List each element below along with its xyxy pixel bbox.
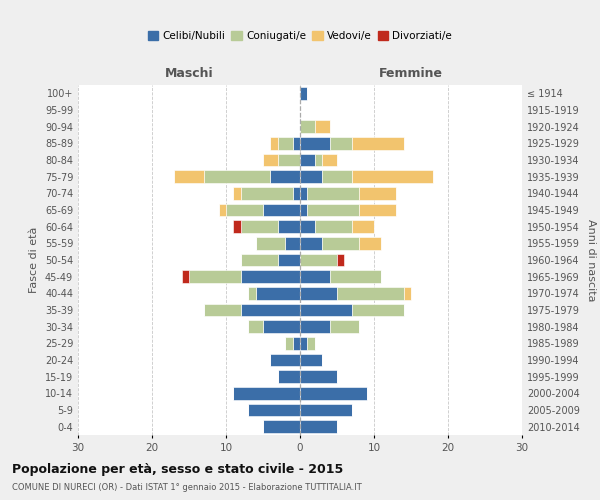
Bar: [204, 170, 271, 183]
Bar: [300, 87, 307, 100]
Bar: [278, 137, 293, 149]
Bar: [300, 170, 322, 183]
Bar: [352, 220, 374, 233]
Legend: Celibi/Nubili, Coniugati/e, Vedovi/e, Divorziati/e: Celibi/Nubili, Coniugati/e, Vedovi/e, Di…: [143, 27, 457, 46]
Bar: [233, 387, 300, 400]
Bar: [300, 120, 315, 133]
Bar: [300, 154, 315, 166]
Bar: [241, 220, 278, 233]
Bar: [241, 187, 293, 200]
Bar: [300, 220, 315, 233]
Bar: [404, 287, 411, 300]
Bar: [329, 320, 359, 333]
Bar: [182, 270, 189, 283]
Bar: [293, 187, 300, 200]
Bar: [256, 287, 300, 300]
Bar: [307, 187, 359, 200]
Bar: [263, 154, 278, 166]
Bar: [300, 354, 322, 366]
Bar: [300, 254, 337, 266]
Bar: [278, 370, 300, 383]
Text: Maschi: Maschi: [164, 67, 214, 80]
Bar: [285, 337, 293, 349]
Bar: [278, 220, 300, 233]
Bar: [271, 354, 300, 366]
Y-axis label: Anni di nascita: Anni di nascita: [586, 219, 596, 301]
Bar: [241, 254, 278, 266]
Bar: [300, 404, 352, 416]
Bar: [307, 204, 359, 216]
Bar: [352, 137, 404, 149]
Bar: [359, 237, 382, 250]
Bar: [359, 187, 396, 200]
Bar: [329, 137, 352, 149]
Bar: [315, 120, 329, 133]
Bar: [300, 304, 352, 316]
Bar: [352, 304, 404, 316]
Bar: [233, 220, 241, 233]
Bar: [293, 137, 300, 149]
Y-axis label: Fasce di età: Fasce di età: [29, 227, 39, 293]
Bar: [322, 154, 337, 166]
Bar: [300, 187, 307, 200]
Bar: [218, 204, 226, 216]
Bar: [271, 137, 278, 149]
Bar: [278, 254, 300, 266]
Bar: [315, 220, 352, 233]
Bar: [359, 204, 396, 216]
Bar: [285, 237, 300, 250]
Bar: [263, 204, 300, 216]
Bar: [315, 154, 322, 166]
Bar: [248, 320, 263, 333]
Bar: [174, 170, 204, 183]
Bar: [300, 137, 329, 149]
Text: Popolazione per età, sesso e stato civile - 2015: Popolazione per età, sesso e stato civil…: [12, 462, 343, 475]
Bar: [271, 170, 300, 183]
Bar: [322, 237, 359, 250]
Bar: [307, 337, 315, 349]
Bar: [300, 287, 337, 300]
Bar: [300, 320, 329, 333]
Bar: [256, 237, 285, 250]
Bar: [278, 154, 300, 166]
Bar: [233, 187, 241, 200]
Bar: [300, 387, 367, 400]
Bar: [300, 420, 337, 433]
Bar: [293, 337, 300, 349]
Bar: [189, 270, 241, 283]
Bar: [248, 287, 256, 300]
Bar: [300, 237, 322, 250]
Bar: [263, 320, 300, 333]
Text: Femmine: Femmine: [379, 67, 443, 80]
Bar: [226, 204, 263, 216]
Bar: [300, 370, 337, 383]
Bar: [352, 170, 433, 183]
Bar: [263, 420, 300, 433]
Text: COMUNE DI NURECI (OR) - Dati ISTAT 1° gennaio 2015 - Elaborazione TUTTITALIA.IT: COMUNE DI NURECI (OR) - Dati ISTAT 1° ge…: [12, 482, 362, 492]
Bar: [204, 304, 241, 316]
Bar: [300, 337, 307, 349]
Bar: [329, 270, 382, 283]
Bar: [241, 304, 300, 316]
Bar: [300, 204, 307, 216]
Bar: [322, 170, 352, 183]
Bar: [248, 404, 300, 416]
Bar: [337, 254, 344, 266]
Bar: [241, 270, 300, 283]
Bar: [300, 270, 329, 283]
Bar: [337, 287, 404, 300]
